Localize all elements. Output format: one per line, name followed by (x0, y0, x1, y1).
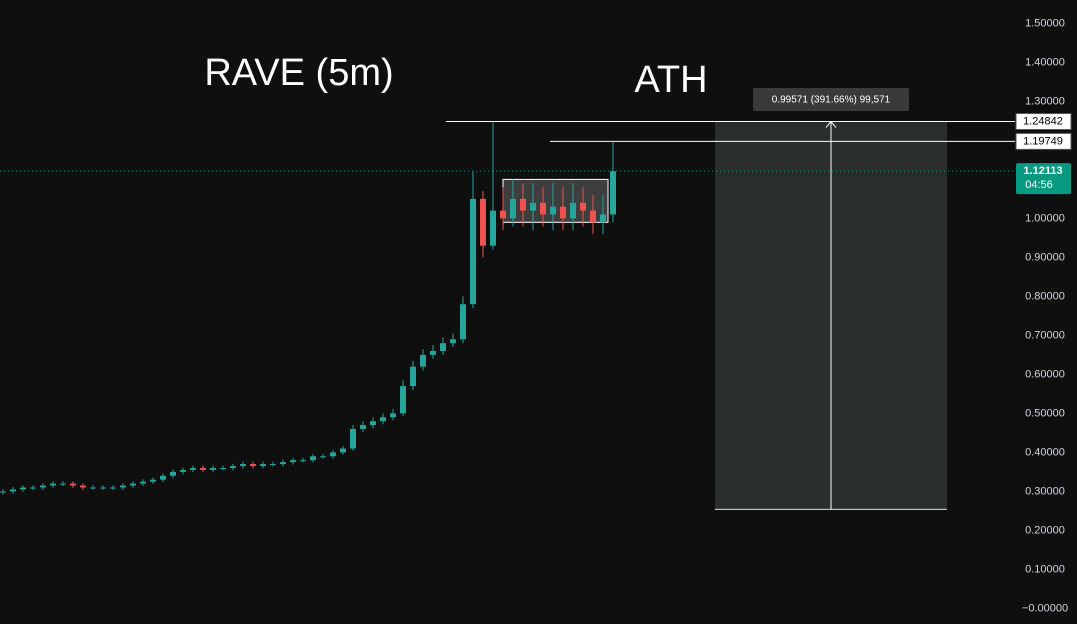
candle-body (580, 202, 586, 211)
y-tick-label: 0.70000 (1025, 329, 1065, 341)
candle-body (170, 471, 176, 476)
y-tick-label: 0.50000 (1025, 407, 1065, 419)
candle-body (540, 202, 546, 215)
y-tick-label: 0.40000 (1025, 446, 1065, 458)
candle-body (260, 464, 266, 467)
candle-body (250, 464, 256, 467)
y-tick-label: 0.80000 (1025, 290, 1065, 302)
y-tick-label: 0.10000 (1025, 563, 1065, 575)
candle-body (40, 485, 46, 488)
candle-body (560, 206, 566, 219)
candle-body (310, 456, 316, 461)
candle-body (230, 466, 236, 468)
candle-body (520, 198, 526, 211)
candle-body (550, 206, 556, 215)
candle-body (420, 354, 426, 367)
candle-body (190, 468, 196, 470)
candle-body (50, 483, 56, 486)
y-tick-label: −0.00000 (1022, 602, 1068, 614)
candle-body (240, 464, 246, 467)
candle-body (140, 481, 146, 484)
candle-body (220, 468, 226, 469)
candle-body (470, 198, 476, 305)
candle-body (0, 491, 6, 493)
y-tick-label: 0.20000 (1025, 524, 1065, 536)
candle-body (160, 475, 166, 480)
measure-label: 0.99571 (391.66%) 99,571 (772, 95, 891, 106)
candle-body (370, 421, 376, 426)
candle-body (60, 483, 66, 485)
candle-body (180, 469, 186, 472)
candle-body (330, 452, 336, 457)
candle-body (270, 464, 276, 466)
y-tick-label: 1.50000 (1025, 17, 1065, 29)
candle-body (350, 429, 356, 449)
candle-body (90, 487, 96, 489)
candle-body (510, 198, 516, 219)
candle-body (490, 210, 496, 246)
candle-body (340, 448, 346, 453)
y-tick-label: 0.30000 (1025, 485, 1065, 497)
candle-body (290, 460, 296, 463)
current-price-label: 1.12113 (1023, 165, 1062, 177)
y-tick-label: 0.90000 (1025, 251, 1065, 263)
candle-body (360, 425, 366, 429)
candle-body (120, 485, 126, 488)
current-price-box (1016, 163, 1071, 195)
candle-body (480, 198, 486, 246)
y-tick-label: 1.30000 (1025, 95, 1065, 107)
candle-body (10, 489, 16, 492)
chart-title: RAVE (5m) (204, 52, 393, 94)
y-tick-label: 1.00000 (1025, 212, 1065, 224)
measure-label-box (753, 88, 909, 111)
candle-body (320, 456, 326, 458)
price-label-box (1015, 113, 1072, 131)
price-label: 1.24842 (1023, 115, 1063, 127)
candle-body (390, 413, 396, 418)
countdown-label: 04:56 (1025, 179, 1053, 191)
candle-body (430, 351, 436, 355)
y-tick-label: 0.60000 (1025, 368, 1065, 380)
candle-body (80, 485, 86, 488)
candle-body (450, 339, 456, 344)
candle-body (600, 214, 606, 223)
candle-body (210, 468, 216, 470)
annotation: ATH (634, 59, 707, 101)
candle-body (30, 487, 36, 489)
price-label: 1.19749 (1023, 135, 1063, 147)
candle-body (380, 417, 386, 422)
candle-body (440, 343, 446, 351)
candle-body (300, 460, 306, 462)
candle-body (610, 171, 616, 215)
candle-body (530, 202, 536, 211)
candle-body (590, 210, 596, 223)
candle-body (150, 479, 156, 482)
y-tick-label: 1.40000 (1025, 56, 1065, 68)
candle-body (400, 386, 406, 414)
candle-body (410, 366, 416, 387)
candle-body (200, 468, 206, 470)
candle-body (460, 304, 466, 340)
candle-body (110, 487, 116, 489)
candle-body (500, 210, 506, 219)
candle-body (570, 202, 576, 219)
price-label-box (1015, 132, 1072, 150)
candle-body (70, 483, 76, 486)
candle-body (100, 487, 106, 489)
candle-body (280, 462, 286, 465)
candle-body (20, 487, 26, 490)
candle-body (130, 483, 136, 486)
